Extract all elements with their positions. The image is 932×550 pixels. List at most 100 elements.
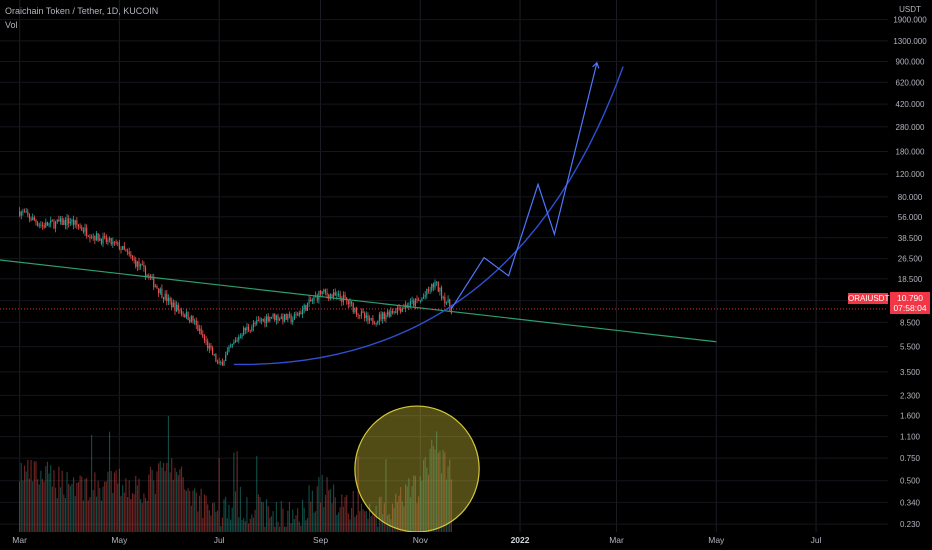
candle-body xyxy=(86,227,88,236)
volume-bar xyxy=(198,495,201,532)
volume-bar xyxy=(79,475,81,532)
candle-body xyxy=(249,329,251,331)
volume-bar xyxy=(48,473,50,532)
candle-body xyxy=(38,224,40,226)
candle-body xyxy=(218,361,220,363)
volume-bar xyxy=(360,503,362,532)
candle-body xyxy=(267,316,269,322)
candle-body xyxy=(359,314,361,316)
price-tick-label: 0.230 xyxy=(900,520,921,529)
candle-body xyxy=(287,314,289,320)
volume-bar xyxy=(113,472,116,532)
time-tick-label: Mar xyxy=(12,535,27,545)
volume-bar xyxy=(133,494,135,532)
candle-body xyxy=(126,251,129,252)
candle-body xyxy=(336,294,338,296)
candle-body xyxy=(333,292,335,297)
volume-bar xyxy=(128,480,130,532)
volume-bar xyxy=(298,521,300,532)
volume-bar xyxy=(445,479,448,532)
volume-bar xyxy=(55,487,57,532)
candle-body xyxy=(144,267,147,278)
volume-bar xyxy=(81,476,83,532)
drawings-layer xyxy=(0,61,888,533)
candle-body xyxy=(140,264,142,267)
symbol-title[interactable]: Oraichain Token / Tether, 1D, KUCOIN xyxy=(5,6,159,16)
candle-body xyxy=(125,249,127,252)
volume-bar xyxy=(261,501,263,532)
volume-bar xyxy=(283,526,286,532)
volume-bar xyxy=(315,511,317,532)
volume-bar xyxy=(248,523,250,532)
volume-bar xyxy=(404,484,407,532)
volume-bar xyxy=(328,490,330,532)
candle-body xyxy=(403,308,405,309)
volume-bar xyxy=(110,471,112,532)
volume-bar xyxy=(355,514,358,532)
candle-body xyxy=(418,300,420,301)
volume-bar xyxy=(185,490,188,532)
volume-bar xyxy=(192,490,194,532)
volume-bar xyxy=(53,470,55,532)
price-tick-label: 180.000 xyxy=(896,147,925,156)
candle-body xyxy=(176,304,178,312)
volume-bar xyxy=(331,503,333,532)
candle-body xyxy=(347,300,349,305)
candle-body xyxy=(432,284,434,288)
volume-bar xyxy=(180,466,183,532)
candle-body xyxy=(207,341,209,349)
volume-bar xyxy=(249,518,251,532)
candle-body xyxy=(328,294,330,299)
volume-bar xyxy=(95,496,98,532)
candle-body xyxy=(190,316,192,322)
candle-body xyxy=(436,282,438,283)
volume-bar xyxy=(295,515,297,532)
candle-body xyxy=(380,314,382,320)
price-axis[interactable]: USDT 1900.000 1300.000 900.000 620.000 420.00… xyxy=(888,0,932,550)
volume-bar xyxy=(243,518,245,532)
candle-body xyxy=(161,288,163,298)
volume-bar xyxy=(197,511,199,532)
projection-arrowhead xyxy=(592,61,600,69)
candle-body xyxy=(22,211,24,213)
candle-body xyxy=(37,222,39,226)
volume-bar xyxy=(68,483,70,532)
volume-bar xyxy=(223,499,225,532)
candle-body xyxy=(391,310,394,313)
candle-body xyxy=(162,297,165,300)
volume-bar xyxy=(154,493,156,532)
candle-body xyxy=(205,340,207,342)
volume-bar xyxy=(38,484,40,532)
candle-body xyxy=(409,301,412,306)
volume-bar xyxy=(35,461,37,532)
candle-body xyxy=(419,300,421,302)
volume-indicator-label[interactable]: Vol xyxy=(5,20,18,30)
volume-bar xyxy=(362,509,364,532)
candle-body xyxy=(360,311,362,316)
candle-body xyxy=(264,318,266,324)
candle-body xyxy=(208,345,210,349)
candle-body xyxy=(288,314,291,316)
volume-bar xyxy=(131,493,134,532)
volume-bar xyxy=(256,456,258,532)
volume-bar xyxy=(118,468,120,532)
candle-body xyxy=(308,299,310,304)
volume-bar xyxy=(148,474,150,532)
time-axis[interactable]: Mar May Jul Sep Nov 2022 Mar May Jul xyxy=(0,532,932,550)
candle-body xyxy=(269,316,271,322)
candle-body xyxy=(156,286,158,289)
candle-body xyxy=(210,345,212,348)
candle-body xyxy=(79,226,81,228)
volume-bar xyxy=(311,490,313,532)
candle-body xyxy=(334,292,336,296)
candle-body xyxy=(159,288,161,294)
candle-body xyxy=(97,233,99,241)
volume-bar xyxy=(431,439,433,532)
candle-body xyxy=(133,258,135,260)
candle-body xyxy=(172,302,174,308)
volume-bar xyxy=(413,475,415,532)
time-tick-label: Jul xyxy=(811,535,822,545)
volume-bar xyxy=(305,520,307,532)
volume-bar xyxy=(164,471,166,532)
